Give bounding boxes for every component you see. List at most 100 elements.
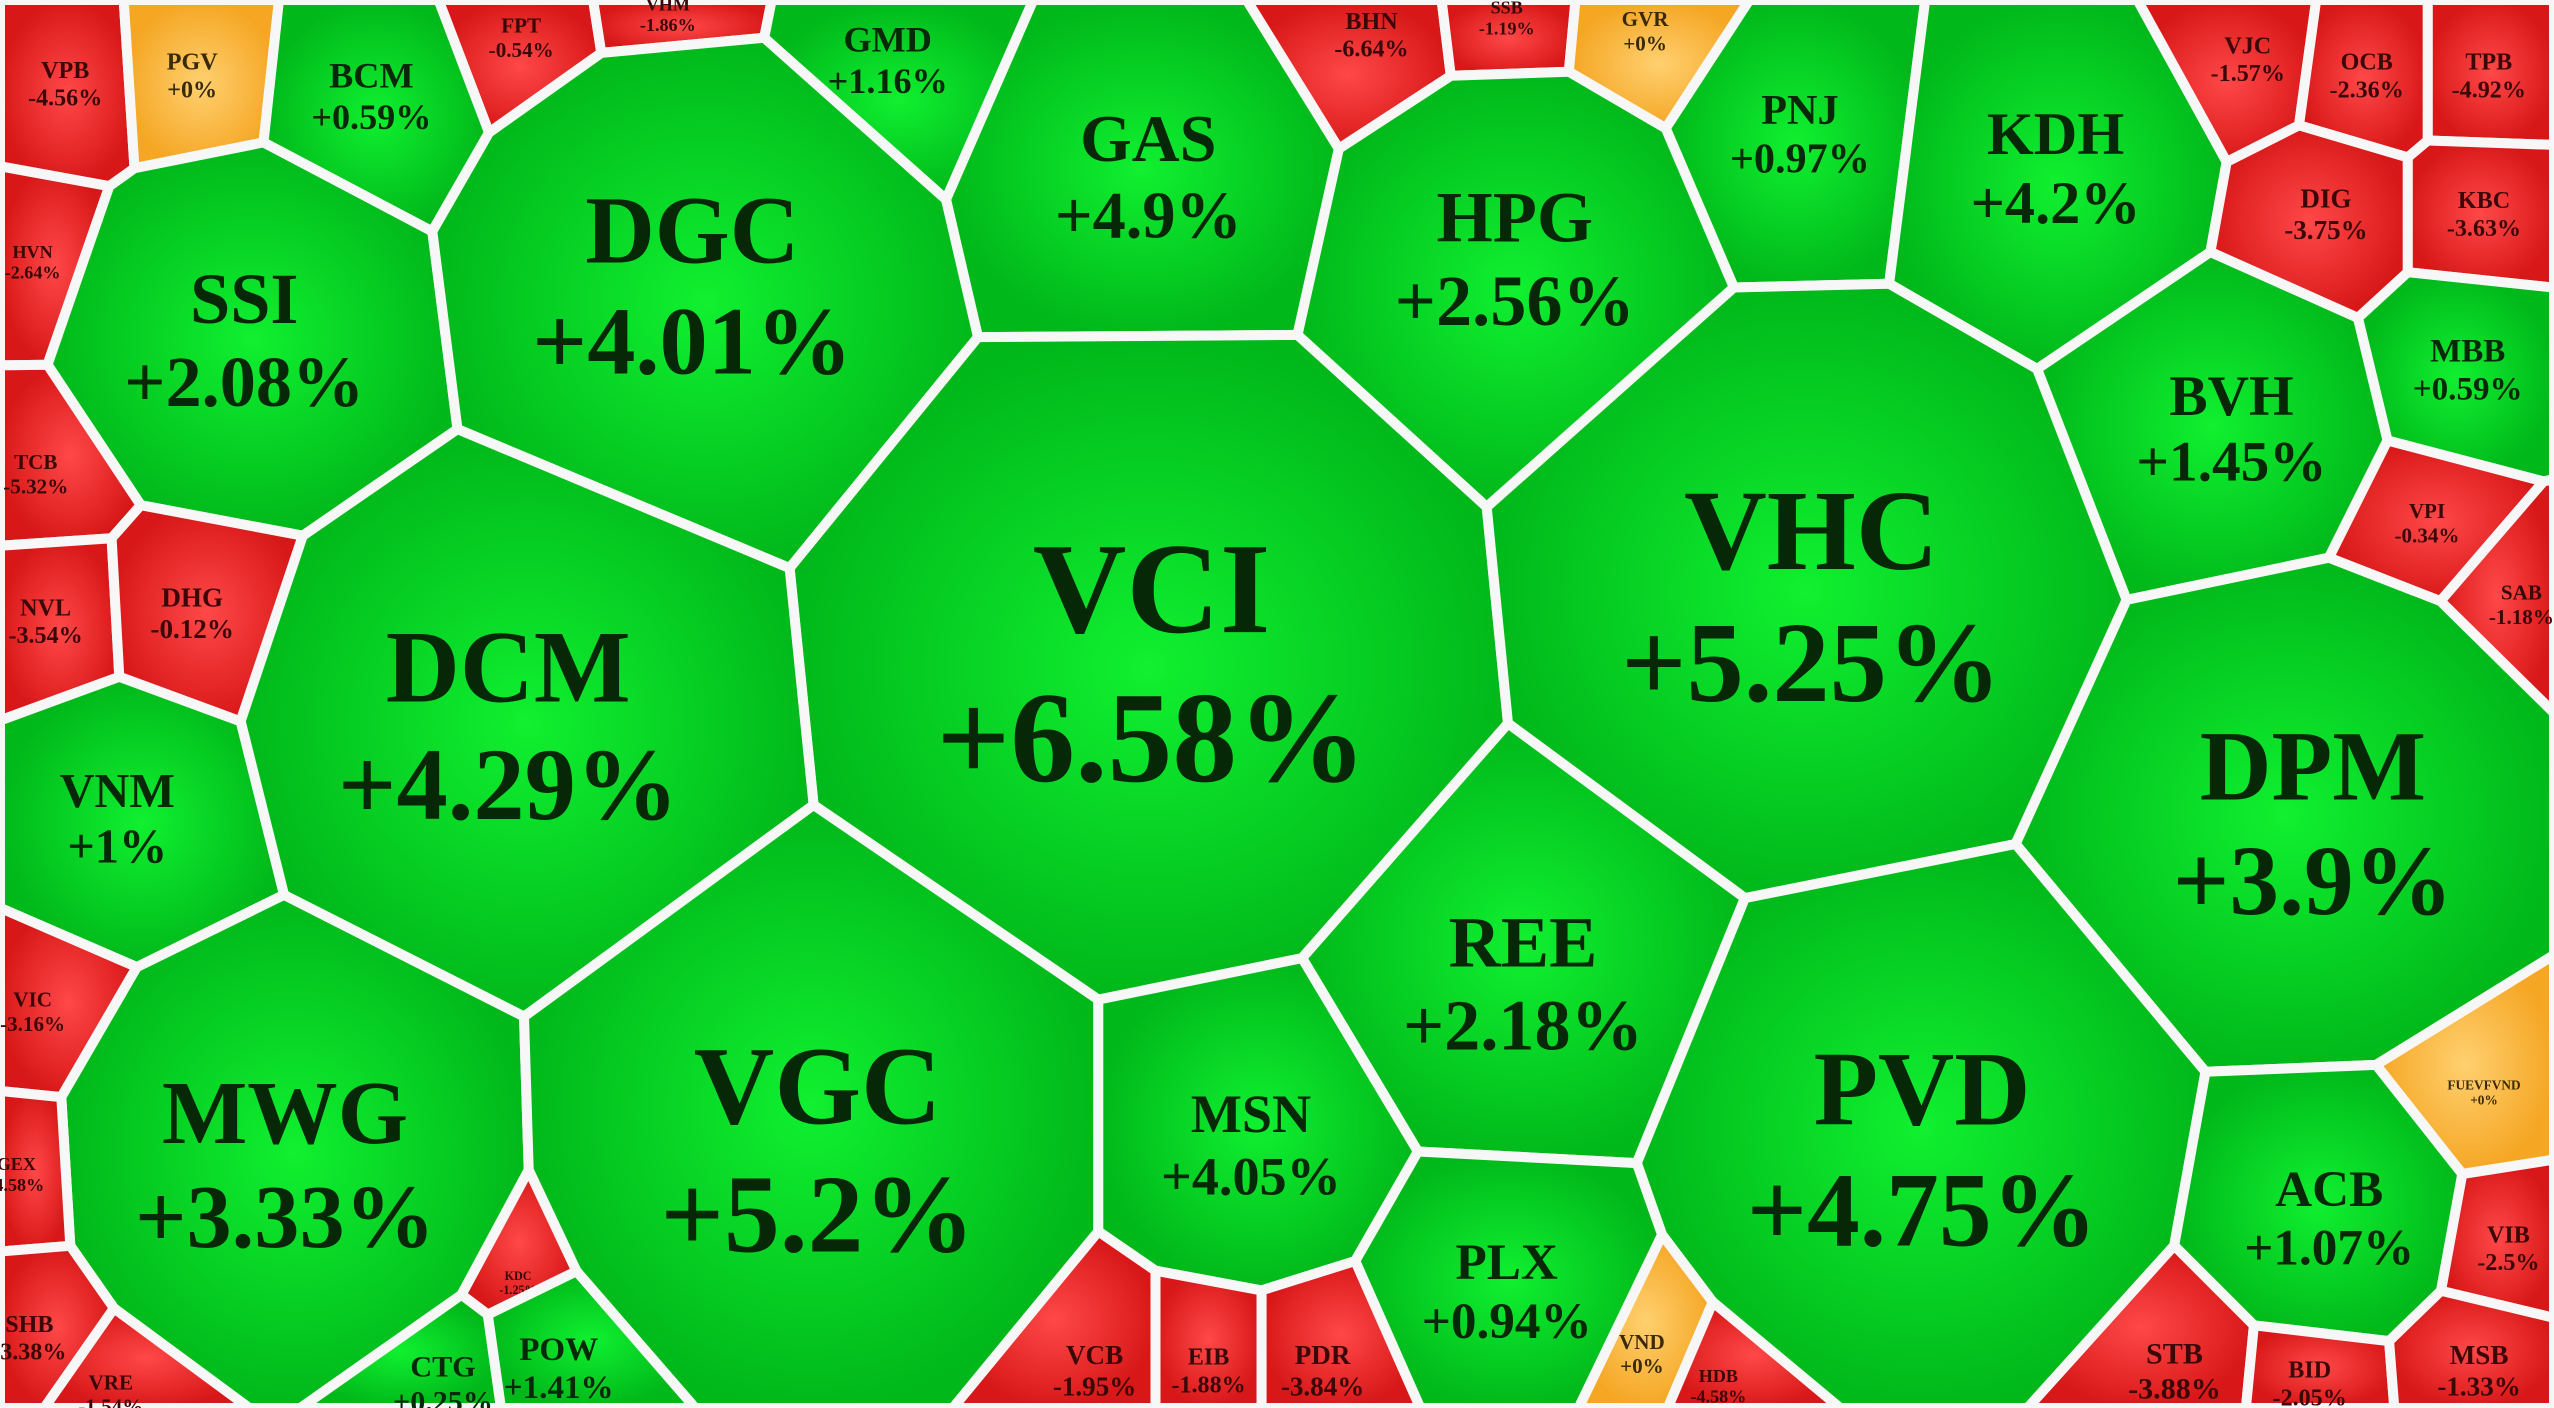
cell-change: -6.64%: [1334, 37, 1408, 63]
cell-dgc[interactable]: DGC+4.01%: [427, 32, 983, 574]
cell-ticker: VRE: [89, 1371, 134, 1395]
cell-eib[interactable]: EIB-1.88%: [1150, 1265, 1267, 1408]
cell-vib[interactable]: VIB-2.5%: [2436, 1154, 2554, 1323]
cell-shape[interactable]: [482, 1266, 701, 1408]
cell-ticker: GMD: [843, 20, 931, 60]
cell-change: -0.12%: [150, 614, 234, 644]
cell-change: +5.25%: [1621, 599, 2001, 726]
cell-vpb[interactable]: VPB-4.56%: [0, 0, 140, 192]
cell-ticker: BHN: [1345, 9, 1398, 35]
cell-change: -1.57%: [2211, 61, 2285, 87]
cell-change: -1.19%: [1479, 18, 1535, 38]
cell-change: +4.9%: [1055, 179, 1242, 252]
cell-change: +0.25%: [393, 1384, 493, 1408]
cell-change: +0%: [167, 77, 217, 103]
cell-ticker: HVN: [12, 242, 52, 262]
cell-ticker: KBC: [2458, 188, 2510, 214]
cell-ticker: MWG: [162, 1062, 408, 1163]
cell-ticker: SSB: [1491, 0, 1523, 18]
cell-ticker: REE: [1449, 902, 1598, 982]
cell-change: +3.9%: [2173, 825, 2453, 936]
cell-acb[interactable]: ACB+1.07%: [2169, 1059, 2468, 1347]
cell-ticker: POW: [519, 1332, 598, 1368]
cell-change: +0.59%: [311, 97, 431, 137]
cell-ticker: TCB: [14, 450, 57, 474]
cell-change: -1.95%: [1053, 1371, 1137, 1401]
cell-ticker: VHM: [646, 0, 690, 14]
cell-change: +0%: [1620, 1354, 1664, 1378]
cell-ticker: PGV: [167, 50, 218, 76]
cell-change: +1%: [67, 821, 167, 874]
cell-dcm[interactable]: DCM+4.29%: [235, 424, 819, 1022]
cell-shape[interactable]: [2402, 135, 2554, 293]
cell-bid[interactable]: BID-2.05%: [2240, 1320, 2400, 1408]
cell-ticker: VPB: [41, 58, 89, 84]
cell-msn[interactable]: MSN+4.05%: [1093, 953, 1423, 1296]
cell-shape[interactable]: [2422, 0, 2554, 150]
cell-change: -1.33%: [2437, 1371, 2521, 1401]
cell-hdb[interactable]: HDB-4.58%: [1662, 1297, 1846, 1408]
cell-ticker: MSN: [1191, 1084, 1311, 1144]
cell-ticker: OCB: [2341, 50, 2393, 76]
cell-change: -1.88%: [1171, 1372, 1245, 1398]
cell-ticker: EIB: [1188, 1345, 1230, 1371]
cell-change: -4.58%: [0, 1175, 44, 1195]
cell-change: -3.84%: [1281, 1371, 1365, 1401]
cell-ticker: VCB: [1066, 1340, 1123, 1370]
cell-shape[interactable]: [39, 1303, 255, 1408]
cell-tpb[interactable]: TPB-4.92%: [2422, 0, 2554, 150]
cell-ticker: VHC: [1684, 467, 1938, 594]
cell-kbc[interactable]: KBC-3.63%: [2402, 135, 2554, 293]
cell-change: -4.56%: [28, 86, 102, 112]
cell-change: +2.18%: [1403, 986, 1643, 1066]
cell-ticker: SAB: [2501, 581, 2542, 605]
cell-change: +3.33%: [135, 1166, 435, 1267]
cell-ticker: VIC: [13, 988, 52, 1012]
cell-change: +2.56%: [1395, 261, 1635, 341]
cell-change: +4.2%: [1971, 170, 2141, 237]
cell-change: -1.54%: [78, 1395, 143, 1408]
cell-ree[interactable]: REE+2.18%: [1297, 718, 1750, 1169]
cell-shape[interactable]: [1256, 1256, 1426, 1408]
cell-shape[interactable]: [1662, 1297, 1846, 1408]
cell-ticker: FPT: [501, 14, 541, 38]
cell-hpg[interactable]: HPG+2.56%: [1292, 66, 1739, 512]
cell-ticker: NVL: [20, 595, 71, 621]
cell-change: +0%: [1623, 31, 1667, 55]
cell-vgc[interactable]: VGC+5.2%: [519, 800, 1104, 1408]
cell-ticker: VJC: [2224, 33, 2271, 59]
cell-msb[interactable]: MSB-1.33%: [2384, 1285, 2554, 1408]
cell-pdr[interactable]: PDR-3.84%: [1256, 1256, 1426, 1408]
cell-change: -3.16%: [0, 1012, 65, 1036]
cell-change: +0.97%: [1730, 136, 1870, 183]
cell-change: +0%: [2470, 1093, 2498, 1108]
cell-change: +4.29%: [338, 729, 678, 842]
cell-change: +4.75%: [1747, 1152, 2097, 1269]
cell-shape[interactable]: [2384, 1285, 2554, 1408]
cell-mbb[interactable]: MBB+0.59%: [2352, 267, 2554, 487]
cell-change: -1.86%: [640, 15, 696, 35]
cell-change: +5.2%: [660, 1154, 974, 1277]
cell-ticker: VPI: [2409, 499, 2445, 523]
cell-ticker: STB: [2146, 1337, 2203, 1371]
cell-vre[interactable]: VRE-1.54%: [39, 1303, 255, 1408]
cell-change: -3.75%: [2284, 215, 2368, 245]
cell-ticker: FUEVFVND: [2447, 1077, 2520, 1092]
cell-change: -2.5%: [2477, 1250, 2539, 1276]
cell-pow[interactable]: POW+1.41%: [482, 1266, 701, 1408]
cell-ssb[interactable]: SSB-1.19%: [1436, 0, 1581, 81]
cell-ticker: SSI: [190, 259, 299, 339]
cell-ticker: HDB: [1699, 1366, 1738, 1386]
cell-change: -2.36%: [2330, 77, 2404, 103]
cell-pvd[interactable]: PVD+4.75%: [1631, 839, 2211, 1408]
cell-ticker: KDC: [505, 1269, 532, 1283]
cell-change: +1.16%: [828, 61, 948, 101]
cell-change: +2.08%: [124, 342, 364, 422]
cell-ticker: VGC: [694, 1026, 942, 1149]
cell-change: -1.18%: [2489, 605, 2554, 629]
cell-ticker: VND: [1619, 1330, 1665, 1354]
cell-change: -4.58%: [1691, 1387, 1747, 1407]
cell-ticker: PDR: [1295, 1340, 1351, 1370]
cell-gex[interactable]: GEX-4.58%: [0, 1086, 76, 1257]
cell-ticker: TPB: [2465, 50, 2512, 76]
